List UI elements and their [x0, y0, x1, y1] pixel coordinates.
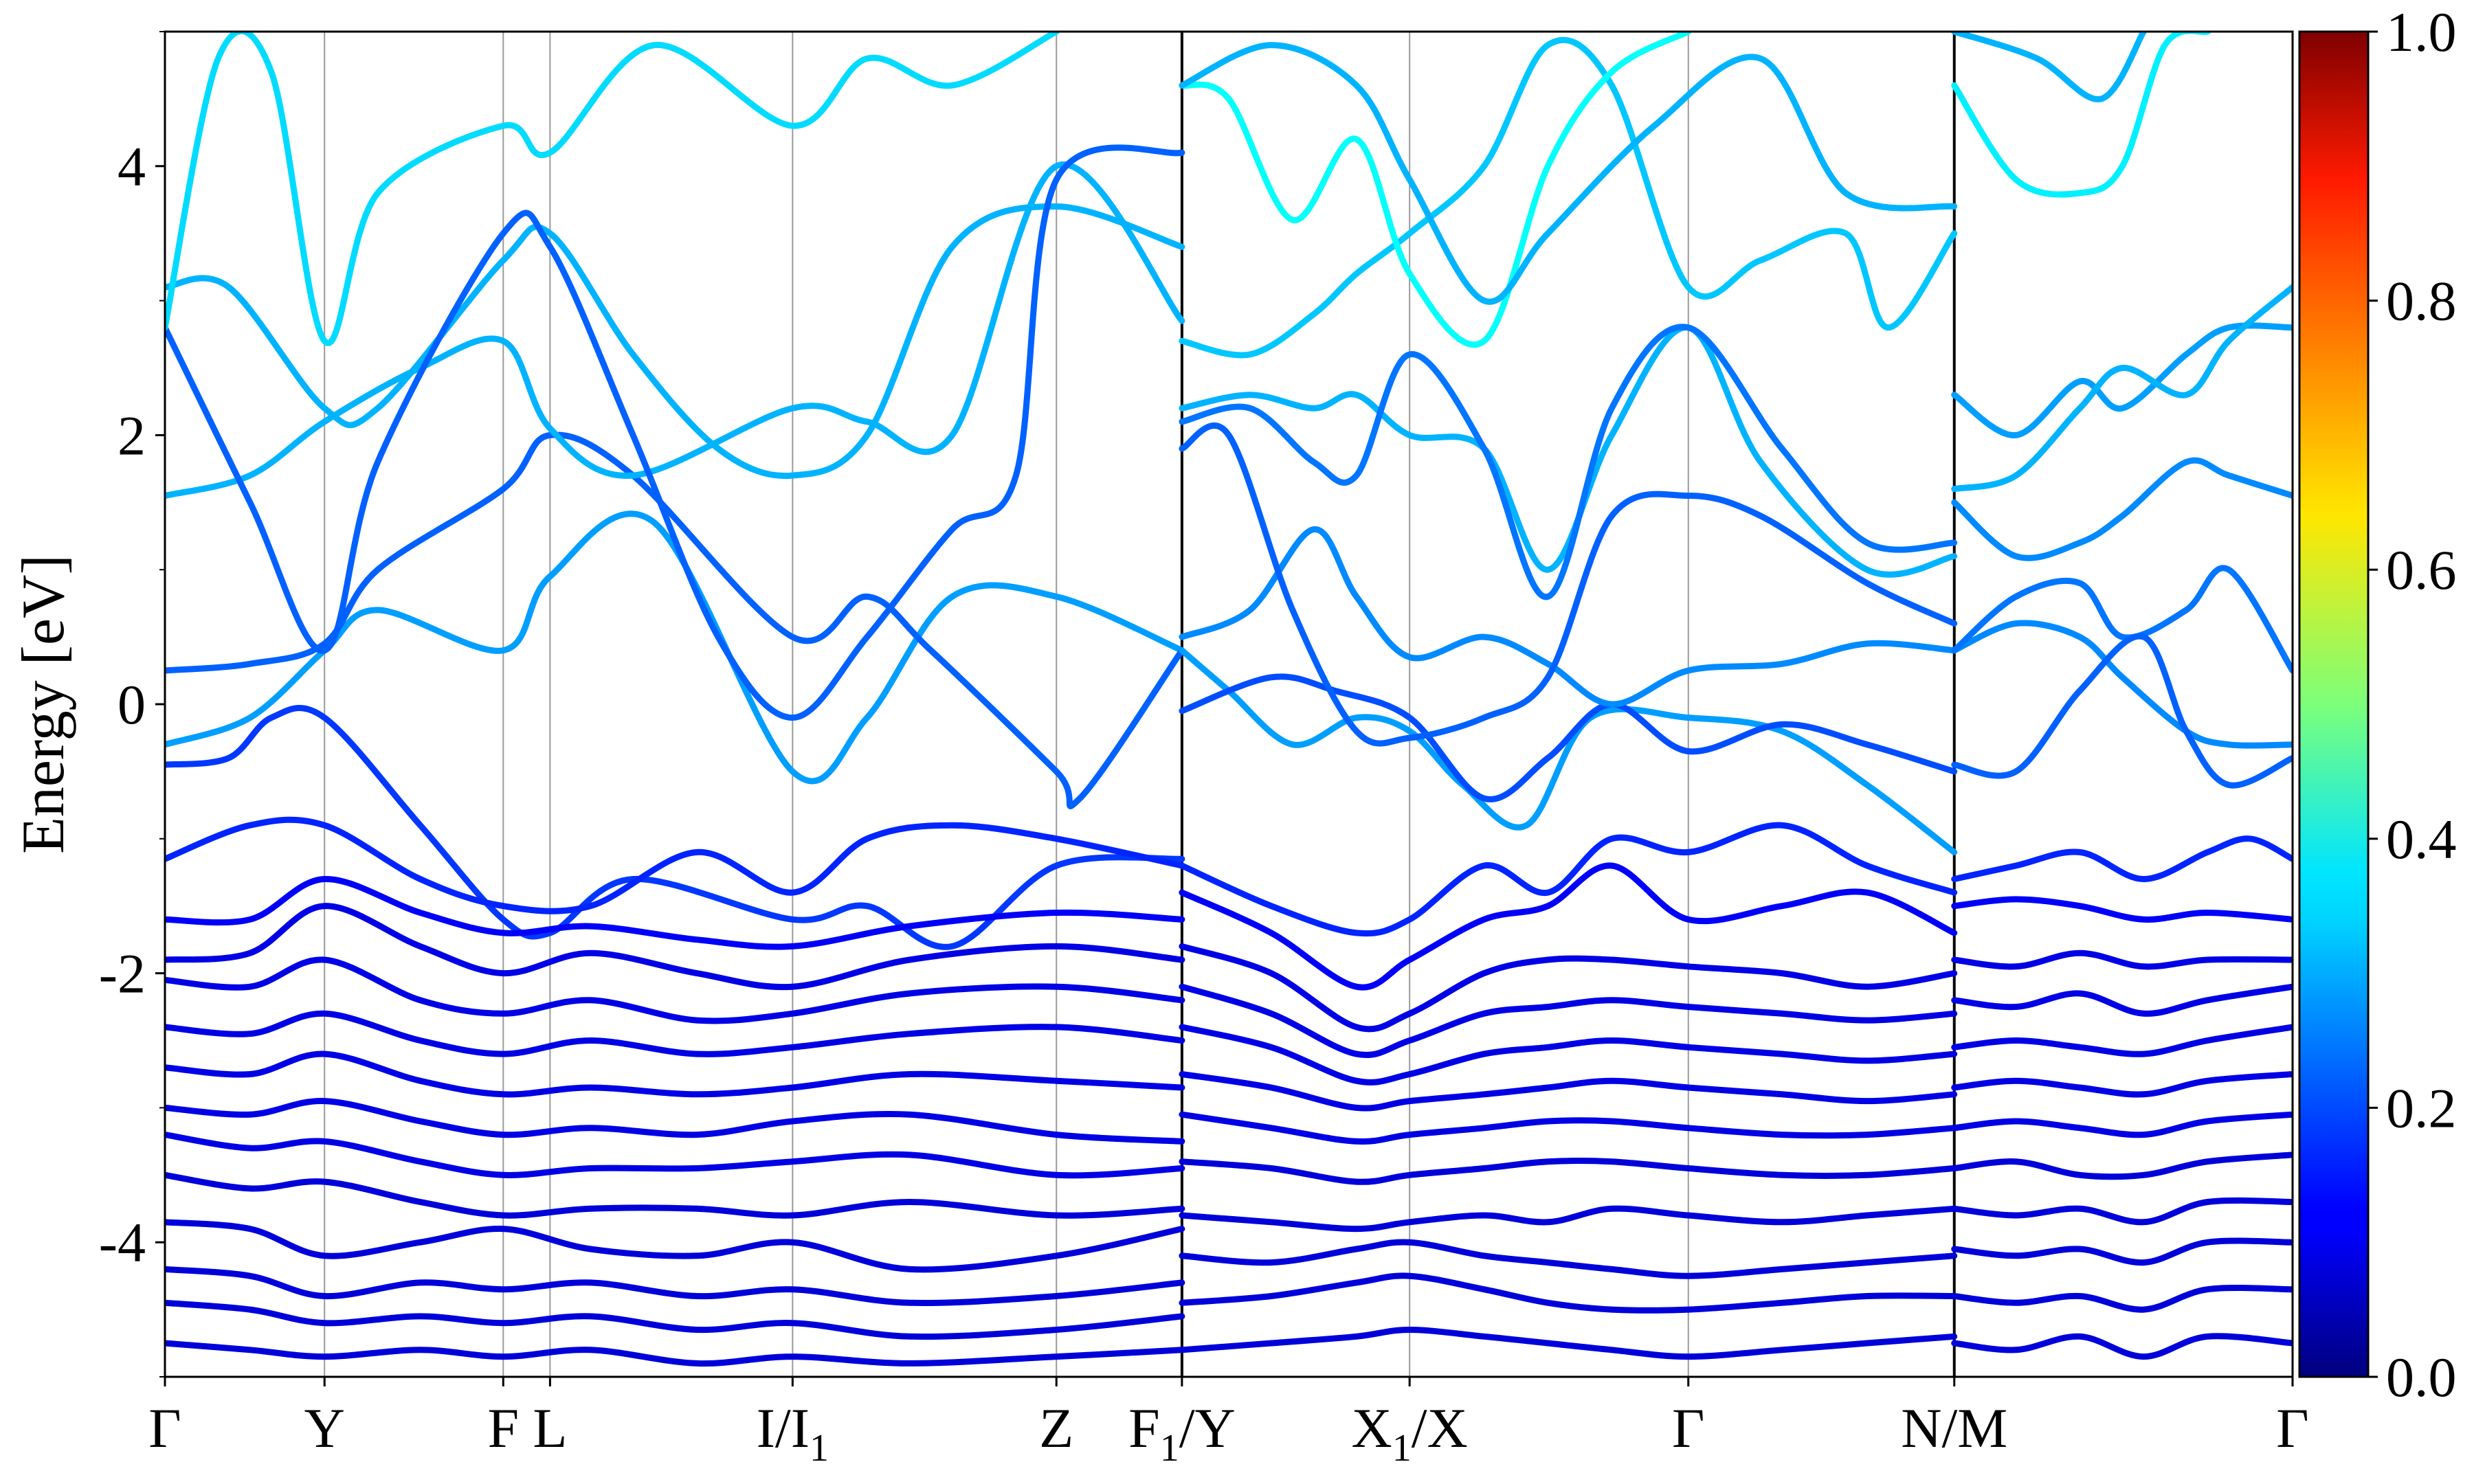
band-line	[165, 1340, 1185, 1367]
y-tick-label: 0	[118, 673, 146, 736]
band-line	[1951, 1197, 2293, 1226]
band-line	[1179, 647, 1958, 855]
band-line	[1179, 36, 1958, 359]
band-line	[165, 1266, 1185, 1307]
band-line	[165, 1098, 1185, 1145]
colorbar-tick-label: 0.2	[2386, 1077, 2457, 1139]
band-line	[165, 32, 1060, 346]
band-line	[165, 431, 1185, 809]
band-line	[1951, 1071, 2293, 1098]
y-axis-label: Energy [eV]	[10, 554, 77, 854]
band-line	[1179, 862, 1958, 991]
band-line	[1179, 1071, 1958, 1112]
kpoint-label: Z	[1039, 1397, 1073, 1459]
band-line	[165, 1171, 1185, 1219]
band-line	[1179, 1024, 1958, 1086]
kpoint-label: Γ	[2276, 1397, 2308, 1459]
high-symmetry-lines	[324, 32, 1956, 1377]
colorbar-ticks: 0.0 0.2 0.4 0.6 0.8 1.0	[2368, 1, 2457, 1408]
band-line	[165, 875, 1185, 950]
band-line	[165, 1219, 1185, 1273]
band-line	[1951, 835, 2293, 882]
kpoint-label: X1/X	[1352, 1397, 1468, 1470]
colorbar-tick-label: 0.0	[2386, 1346, 2457, 1408]
band-line	[1951, 633, 2293, 789]
colorbar-tick-label: 1.0	[2386, 1, 2457, 63]
band-line	[1951, 1151, 2293, 1180]
band-line	[1179, 1111, 1958, 1145]
y-tick-label: 2	[118, 404, 146, 466]
band-line	[1951, 32, 2147, 102]
band-line	[165, 1132, 1185, 1179]
band-line	[1179, 324, 1958, 600]
kpoint-label: I/I1	[757, 1397, 829, 1470]
band-line	[1179, 673, 1958, 802]
y-tick-label: 4	[118, 135, 146, 198]
band-line	[1179, 42, 1958, 305]
kpoint-label: Γ	[148, 1397, 181, 1459]
kpoint-label: Y	[304, 1397, 345, 1459]
band-line	[165, 1010, 1185, 1057]
band-line	[1951, 457, 2293, 561]
y-axis-ticks: -4 -2 0 2 4	[99, 31, 165, 1378]
y-tick-label: -4	[99, 1211, 146, 1274]
kpoint-label: L	[533, 1397, 567, 1459]
band-line	[1179, 1158, 1958, 1185]
band-line	[1179, 526, 1958, 708]
band-line	[1951, 1024, 2293, 1057]
band-line	[1179, 943, 1958, 1033]
band-line	[165, 903, 1185, 991]
band-line	[165, 705, 1185, 950]
band-line	[1951, 620, 2293, 749]
band-line	[1951, 284, 2293, 493]
band-line	[1951, 565, 2293, 674]
y-tick-label: -2	[99, 943, 146, 1005]
colorbar-frame	[2298, 30, 2370, 1378]
band-line	[1179, 1239, 1958, 1279]
band-line	[165, 144, 1185, 721]
colorbar: 0.0 0.2 0.4 0.6 0.8 1.0	[2298, 1, 2457, 1408]
band-line	[165, 956, 1185, 1024]
kpoint-label: N/M	[1901, 1397, 2007, 1459]
colorbar-tick-label: 0.8	[2386, 270, 2457, 333]
band-line	[1951, 32, 2211, 198]
band-line	[165, 203, 1185, 480]
band-line	[1951, 1237, 2293, 1266]
band-line	[1951, 1333, 2293, 1360]
band-line	[1951, 322, 2293, 438]
colorbar-gradient	[2299, 32, 2368, 1377]
colorbar-tick-label: 0.4	[2386, 808, 2457, 870]
band-line	[1951, 1285, 2293, 1313]
band-line	[1951, 896, 2293, 923]
kpoint-label: F1/Y	[1128, 1397, 1236, 1470]
colorbar-tick-label: 0.6	[2386, 539, 2457, 601]
band-lines	[165, 32, 2293, 1367]
band-line	[1179, 822, 1958, 937]
band-line	[1179, 1205, 1958, 1233]
x-axis-ticks: Γ Y F L I/I1 Z F1/Y X1/X Γ N/M Γ	[148, 1377, 2309, 1470]
band-line	[165, 816, 1185, 914]
kpoint-label: F	[487, 1397, 519, 1459]
band-line	[1951, 983, 2293, 1017]
band-line	[1951, 1111, 2293, 1138]
band-line	[1179, 1327, 1958, 1360]
band-line	[1179, 983, 1958, 1058]
band-line	[1179, 32, 1692, 348]
band-line	[1951, 949, 2293, 970]
band-line	[1179, 1272, 1958, 1314]
band-line	[165, 1050, 1185, 1098]
band-line	[1179, 422, 1958, 747]
band-line	[165, 1299, 1185, 1340]
band-line	[1179, 324, 1958, 578]
kpoint-label: Γ	[1672, 1397, 1704, 1459]
